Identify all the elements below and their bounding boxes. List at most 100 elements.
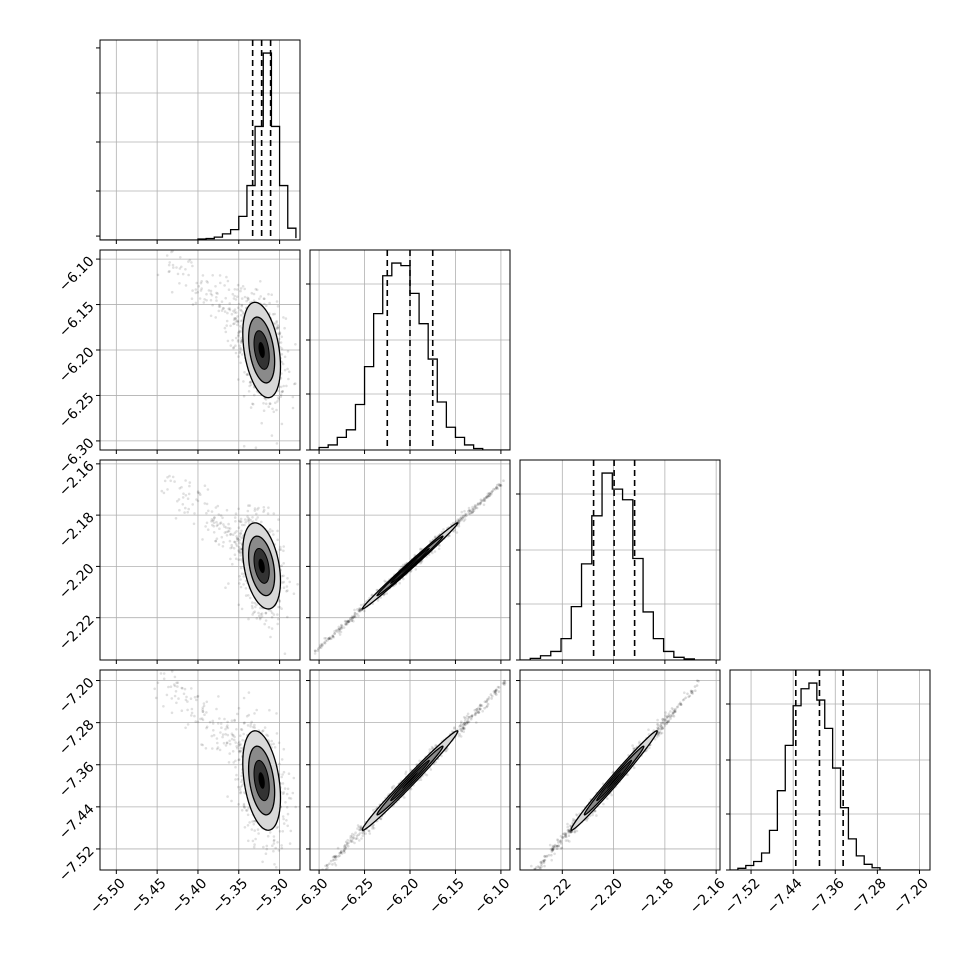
sample-point <box>343 843 347 847</box>
sample-point <box>235 535 238 538</box>
sample-point <box>184 284 188 287</box>
sample-point <box>467 506 471 510</box>
sample-point <box>664 718 667 722</box>
sample-point <box>323 641 326 644</box>
sample-point <box>660 725 664 728</box>
sample-point <box>339 850 343 853</box>
sample-point <box>237 330 241 334</box>
sample-point <box>184 494 188 497</box>
sample-point <box>462 723 466 726</box>
sample-point <box>238 758 241 761</box>
sample-point <box>194 301 198 305</box>
sample-point <box>196 694 200 698</box>
sample-point <box>223 326 227 330</box>
sample-point <box>227 761 231 764</box>
sample-point <box>632 746 635 750</box>
sample-point <box>465 722 469 725</box>
sample-point <box>250 720 253 724</box>
sample-point <box>190 261 193 264</box>
sample-point <box>350 619 354 622</box>
sample-point <box>463 722 467 725</box>
sample-point <box>319 643 323 647</box>
sample-point <box>631 744 634 747</box>
sample-point <box>204 747 208 750</box>
sample-point <box>270 627 274 630</box>
sample-point <box>431 746 435 750</box>
sample-point <box>186 700 189 703</box>
sample-point <box>211 722 215 725</box>
sample-point <box>245 299 248 303</box>
sample-point <box>257 506 260 510</box>
sample-point <box>167 263 171 267</box>
sample-point <box>220 535 224 539</box>
sample-point <box>222 741 226 745</box>
sample-point <box>229 532 233 536</box>
sample-point <box>215 737 219 740</box>
sample-point <box>467 720 471 724</box>
sample-point <box>230 546 234 549</box>
sample-point <box>228 527 232 530</box>
sample-point <box>467 720 470 723</box>
sample-point <box>211 519 215 523</box>
sample-point <box>485 698 489 701</box>
sample-point <box>273 312 277 316</box>
sample-point <box>237 545 241 549</box>
sample-point <box>286 615 289 619</box>
sample-point <box>237 549 240 552</box>
sample-point <box>218 305 222 308</box>
sample-point <box>278 331 282 334</box>
sample-point <box>203 298 206 301</box>
sample-point <box>652 729 656 732</box>
sample-point <box>280 775 284 779</box>
sample-point <box>448 534 451 538</box>
sample-point <box>237 558 240 561</box>
sample-point <box>234 298 238 301</box>
sample-point <box>222 523 225 526</box>
sample-point <box>667 712 671 715</box>
sample-point <box>468 512 472 516</box>
sample-point <box>263 622 267 626</box>
sample-point <box>279 341 283 344</box>
sample-point <box>237 706 241 710</box>
sample-point <box>260 615 264 618</box>
sample-point <box>264 611 268 615</box>
sample-point <box>289 829 293 833</box>
sample-point <box>249 518 252 522</box>
sample-point <box>538 865 541 869</box>
sample-point <box>486 492 490 496</box>
sample-point <box>490 697 493 700</box>
sample-point <box>471 510 474 514</box>
sample-point <box>205 726 208 730</box>
sample-point <box>166 488 169 491</box>
sample-point <box>248 504 252 507</box>
sample-point <box>217 305 221 308</box>
sample-point <box>346 620 350 623</box>
sample-point <box>364 832 367 835</box>
sample-point <box>296 583 299 586</box>
sample-point <box>280 607 283 610</box>
sample-point <box>338 851 341 855</box>
sample-point <box>486 494 489 498</box>
sample-point <box>479 502 483 505</box>
sample-point <box>462 727 466 730</box>
sample-point <box>292 776 296 780</box>
sample-point <box>229 344 233 347</box>
sample-point <box>228 307 231 310</box>
sample-point <box>342 849 346 853</box>
sample-point <box>265 304 268 308</box>
sample-point <box>444 749 447 753</box>
sample-point <box>278 333 281 336</box>
sample-point <box>667 720 670 723</box>
sample-point <box>353 611 357 615</box>
sample-point <box>214 539 217 543</box>
sample-point <box>225 530 228 534</box>
sample-point <box>236 283 240 287</box>
sample-point <box>452 530 456 533</box>
sample-point <box>351 837 355 840</box>
sample-point <box>246 296 249 300</box>
sample-point <box>245 714 249 718</box>
sample-point <box>359 826 363 829</box>
sample-point <box>276 825 280 829</box>
sample-point <box>233 288 237 291</box>
sample-point <box>266 512 270 515</box>
